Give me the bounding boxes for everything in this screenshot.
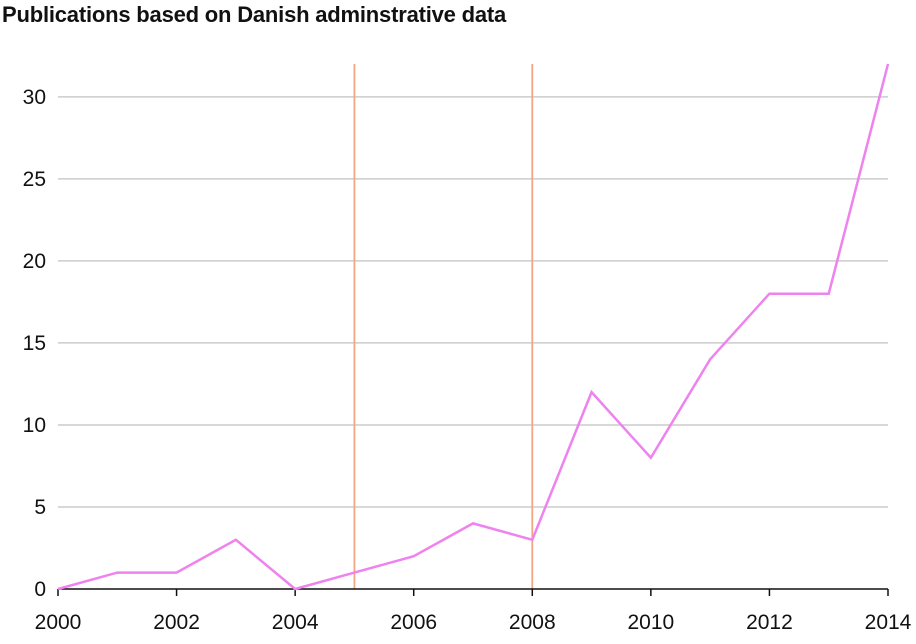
y-tick-label: 5 [34,496,46,519]
x-tick-label: 2000 [35,611,82,634]
y-tick-label: 15 [23,332,46,355]
x-tick-label: 2014 [865,611,912,634]
x-tick-label: 2008 [509,611,556,634]
y-tick-label: 10 [23,414,46,437]
x-tick-label: 2004 [272,611,319,634]
y-tick-label: 30 [23,86,46,109]
x-tick-label: 2006 [390,611,437,634]
y-tick-label: 0 [34,578,46,601]
y-tick-label: 20 [23,250,46,273]
chart-title: Publications based on Danish adminstrati… [2,2,507,27]
x-tick-label: 2012 [746,611,793,634]
series-line [57,63,890,591]
x-tick-label: 2010 [627,611,674,634]
x-tick-label: 2002 [153,611,200,634]
y-tick-label: 25 [23,168,46,191]
